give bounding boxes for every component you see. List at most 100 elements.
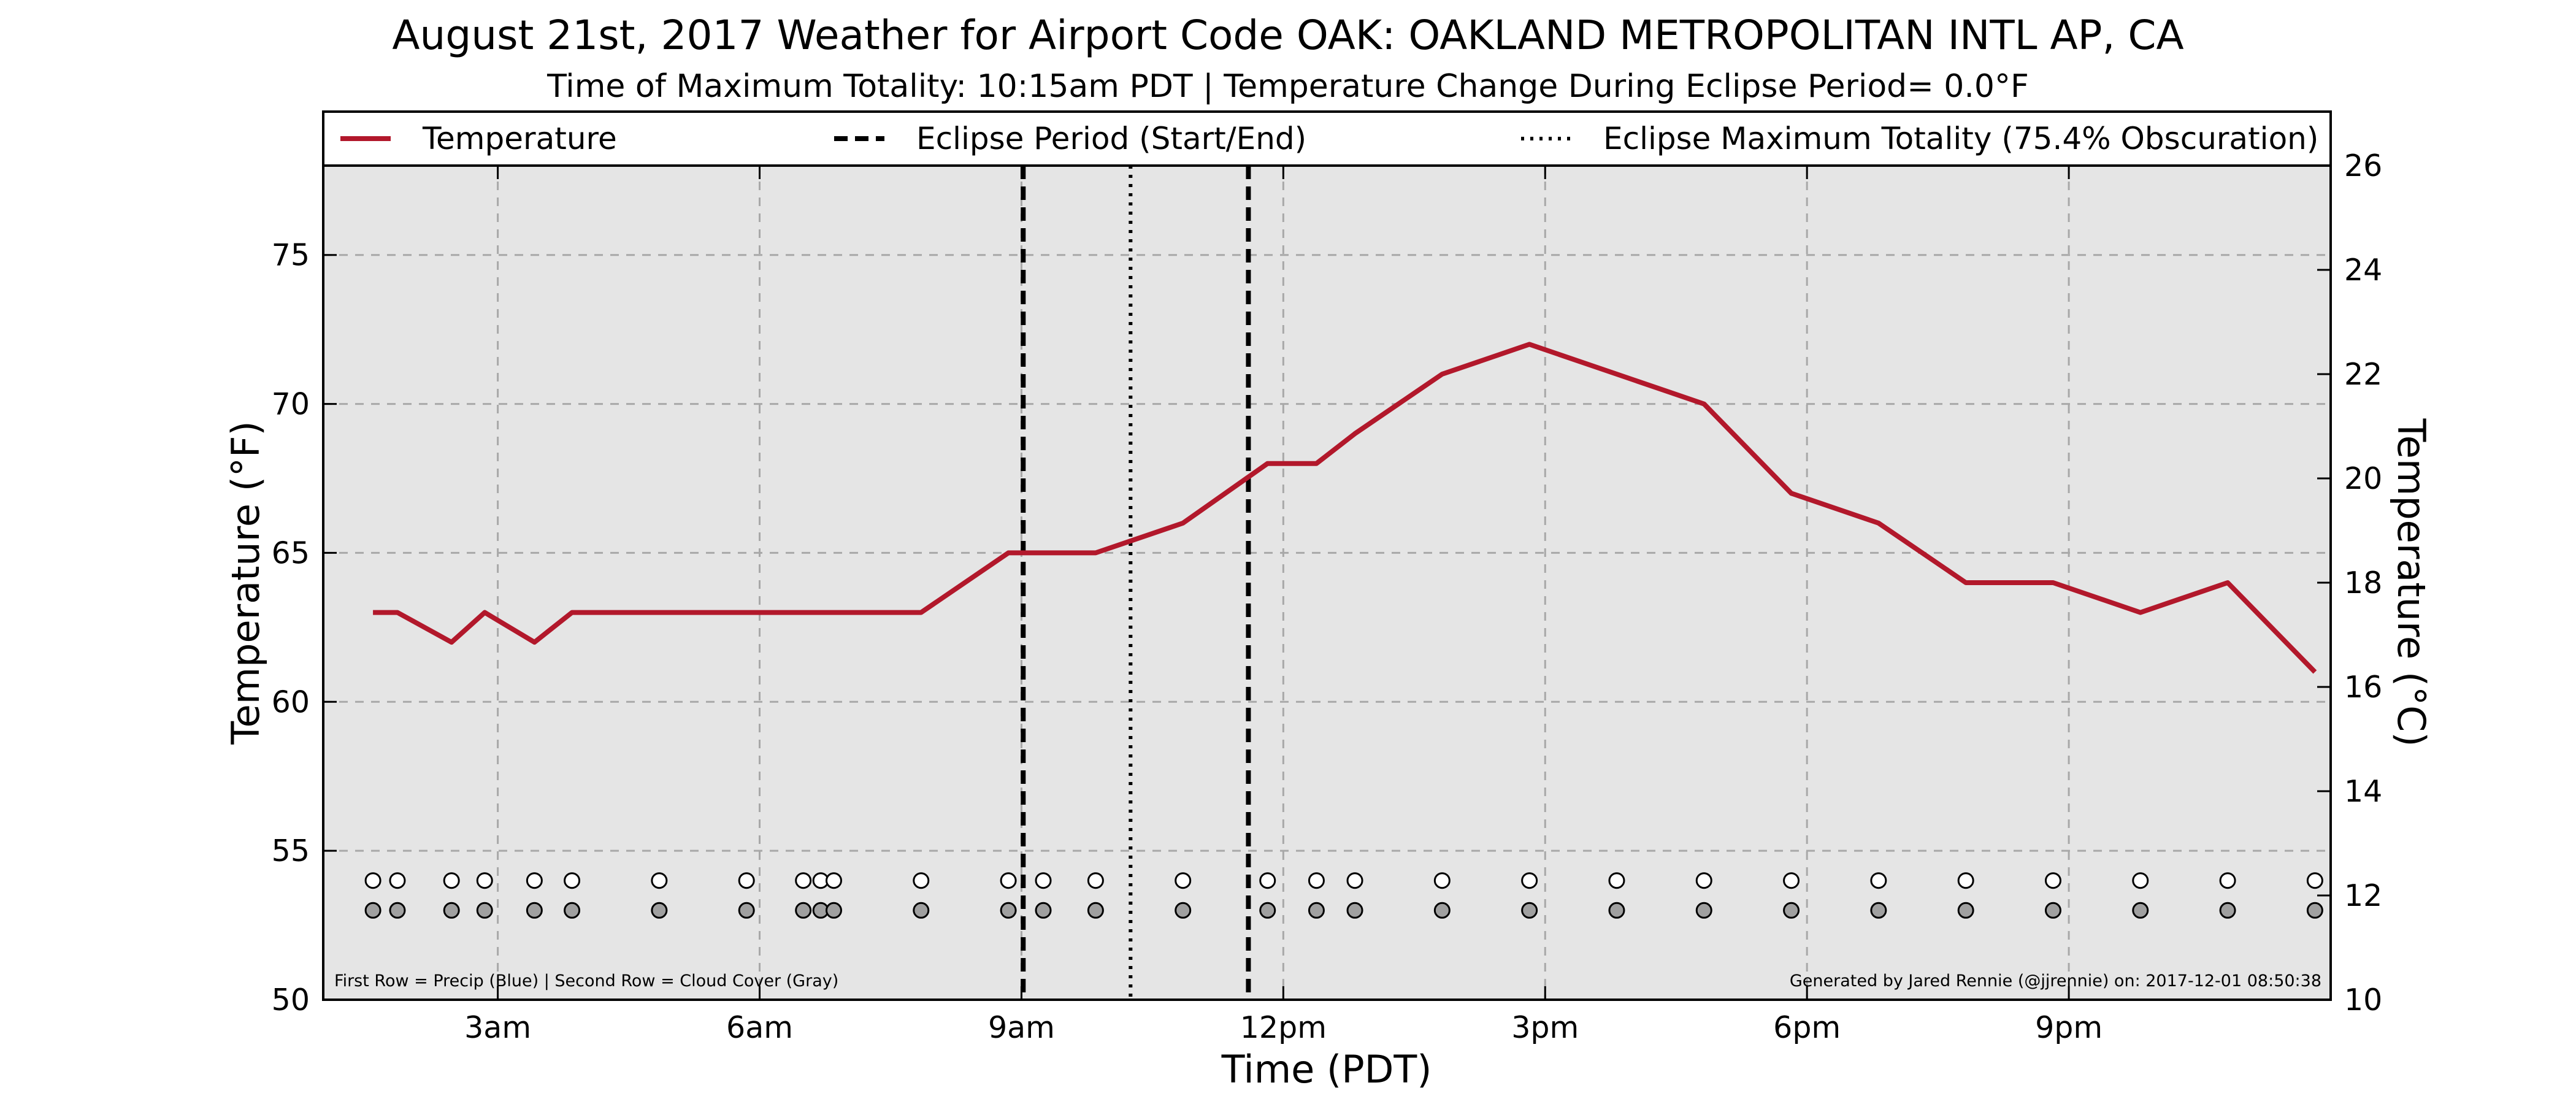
cloud-cover-marker: [2219, 902, 2236, 919]
x-axis-ticks: 3am 6am 9am 12pm 3pm 6pm 9pm: [464, 166, 2103, 1045]
cloud-cover-marker: [2132, 902, 2149, 919]
x-tick-label: 6am: [726, 1010, 793, 1045]
cloud-cover-marker: [1433, 902, 1451, 919]
y-tick-label: 65: [272, 535, 310, 570]
right-y-tick-label: 14: [2344, 774, 2382, 809]
precip-marker: [1346, 872, 1363, 889]
cloud-cover-marker: [564, 902, 581, 919]
cloud-cover-marker: [443, 902, 460, 919]
precip-marker: [1608, 872, 1625, 889]
y-tick-label: 75: [272, 238, 310, 273]
precip-marker: [1175, 872, 1192, 889]
y-tick-label: 60: [272, 684, 310, 719]
precip-marker: [1870, 872, 1887, 889]
precip-marker: [443, 872, 460, 889]
x-tick-label: 6pm: [1773, 1010, 1841, 1045]
marker-legend-note: First Row = Precip (Blue) | Second Row =…: [334, 972, 838, 991]
precip-marker: [1000, 872, 1017, 889]
cloud-cover-marker: [1308, 902, 1325, 919]
precip-marker: [2132, 872, 2149, 889]
precip-marker: [1308, 872, 1325, 889]
y-tick-label: 55: [272, 834, 310, 868]
cloud-cover-marker: [1087, 902, 1104, 919]
cloud-cover-marker: [1259, 902, 1276, 919]
precip-marker: [738, 872, 755, 889]
precip-marker: [2219, 872, 2236, 889]
cloud-cover-marker: [526, 902, 543, 919]
precip-marker: [564, 872, 581, 889]
right-y-tick-label: 16: [2344, 670, 2382, 705]
precip-marker: [1783, 872, 1800, 889]
cloud-cover-marker: [389, 902, 406, 919]
cloud-cover-marker: [1783, 902, 1800, 919]
cloud-cover-marker: [738, 902, 755, 919]
cloud-cover-marker: [476, 902, 493, 919]
precip-marker: [389, 872, 406, 889]
cloud-cover-marker: [1035, 902, 1052, 919]
precip-marker: [476, 872, 493, 889]
precip-marker: [651, 872, 668, 889]
series-layer: [373, 342, 2317, 674]
legend-label: Temperature: [422, 121, 617, 156]
precip-marker: [913, 872, 930, 889]
precip-marker: [1035, 872, 1052, 889]
x-tick-label: 9am: [988, 1010, 1055, 1045]
precip-marker: [1521, 872, 1538, 889]
legend-box: [322, 110, 2332, 167]
right-y-tick-label: 12: [2344, 878, 2382, 913]
precip-marker: [825, 872, 842, 889]
y-tick-label: 70: [272, 387, 310, 422]
cloud-cover-marker: [1870, 902, 1887, 919]
right-y-tick-label: 24: [2344, 253, 2382, 288]
right-y-tick-label: 26: [2344, 148, 2382, 183]
cloud-cover-marker: [1521, 902, 1538, 919]
cloud-cover-marker: [795, 902, 812, 919]
y-tick-label: 50: [272, 983, 310, 1018]
legend: Temperature Eclipse Period (Start/End) Ecl…: [322, 110, 2332, 167]
cloud-cover-marker: [651, 902, 668, 919]
legend-label: Eclipse Period (Start/End): [916, 121, 1306, 156]
cloud-cover-marker: [1175, 902, 1192, 919]
cloud-cover-marker: [1695, 902, 1712, 919]
y-axis-label: Temperature (°F): [223, 421, 268, 745]
cloud-cover-marker: [2306, 902, 2323, 919]
precip-marker: [1087, 872, 1104, 889]
x-tick-label: 12pm: [1240, 1010, 1327, 1045]
right-y-tick-label: 22: [2344, 357, 2382, 392]
precip-marker: [795, 872, 812, 889]
cloud-cover-marker: [1346, 902, 1363, 919]
chart-title: August 21st, 2017 Weather for Airport Co…: [392, 12, 2183, 59]
generated-by-note: Generated by Jared Rennie (@jjrennie) on…: [1790, 972, 2321, 991]
right-y-tick-label: 20: [2344, 461, 2382, 496]
weather-markers: [364, 872, 2323, 919]
right-y-axis-label: Temperature (°C): [2389, 418, 2434, 746]
cloud-cover-marker: [2044, 902, 2061, 919]
precip-marker: [364, 872, 381, 889]
x-tick-label: 3am: [464, 1010, 531, 1045]
right-y-axis-ticks: 10 12 14 16 18 20 22 24 26: [2317, 148, 2382, 1018]
precip-marker: [1433, 872, 1451, 889]
eclipse-lines: [1021, 166, 1251, 1000]
precip-marker: [1259, 872, 1276, 889]
cloud-cover-marker: [913, 902, 930, 919]
legend-label: Eclipse Maximum Totality (75.4% Obscurat…: [1603, 121, 2318, 156]
precip-marker: [1957, 872, 1974, 889]
x-axis-label: Time (PDT): [1221, 1047, 1432, 1092]
cloud-cover-marker: [1957, 902, 1974, 919]
right-y-tick-label: 18: [2344, 565, 2382, 600]
precip-marker: [2044, 872, 2061, 889]
temperature-line: [373, 342, 2317, 674]
cloud-cover-marker: [364, 902, 381, 919]
y-axis-ticks: 50 55 60 65 70 75: [272, 238, 337, 1018]
precip-marker: [2306, 872, 2323, 889]
x-tick-label: 3pm: [1511, 1010, 1579, 1045]
cloud-cover-marker: [1608, 902, 1625, 919]
precip-marker: [526, 872, 543, 889]
precip-marker: [1695, 872, 1712, 889]
chart-subtitle: Time of Maximum Totality: 10:15am PDT | …: [546, 68, 2029, 105]
cloud-cover-marker: [1000, 902, 1017, 919]
cloud-cover-marker: [825, 902, 842, 919]
x-tick-label: 9pm: [2035, 1010, 2103, 1045]
